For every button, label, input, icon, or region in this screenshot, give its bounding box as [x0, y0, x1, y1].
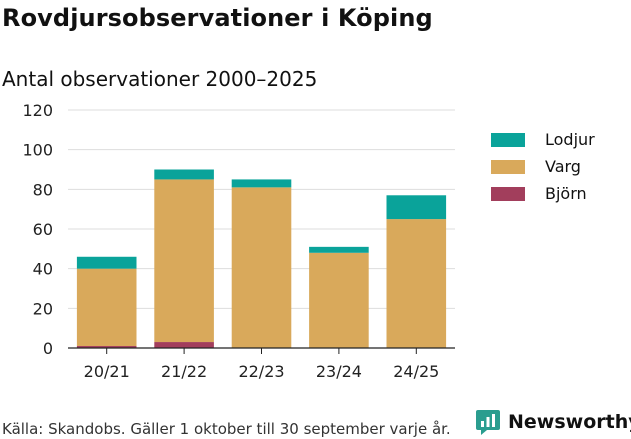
bar-varg-24-25: [386, 219, 447, 348]
bar-björn-20-21: [76, 346, 137, 348]
x-tick-label: 21/22: [161, 362, 207, 381]
legend-label: Lodjur: [545, 130, 595, 149]
legend-swatch: [491, 186, 525, 201]
source-note: Källa: Skandobs. Gäller 1 oktober till 3…: [2, 420, 451, 438]
legend-label: Varg: [545, 157, 581, 176]
y-tick-label: 100: [22, 141, 53, 160]
bar-lodjur-21-22: [154, 169, 214, 180]
bar-lodjur-22-23: [231, 179, 292, 188]
legend-item-lodjur: Lodjur: [491, 126, 595, 153]
legend-item-björn: Björn: [491, 180, 595, 207]
bar-lodjur-20-21: [76, 256, 137, 269]
brand-name: Newsworthy: [508, 411, 631, 433]
legend-swatch: [491, 132, 525, 147]
bar-varg-20-21: [76, 268, 137, 347]
chart-subtitle: Antal observationer 2000–2025: [2, 67, 318, 91]
newsworthy-logo-icon: [476, 410, 500, 435]
bar-varg-22-23: [231, 187, 292, 348]
y-axis-ticks: 0 20 40 60 80 100 120: [22, 101, 53, 358]
y-tick-label: 0: [43, 339, 53, 358]
y-tick-label: 120: [22, 101, 53, 120]
bar-lodjur-24-25: [386, 195, 447, 220]
brand: Newsworthy: [475, 408, 631, 436]
bars: [76, 169, 447, 348]
x-tick-label: 23/24: [316, 362, 362, 381]
bar-björn-21-22: [154, 342, 214, 348]
legend-item-varg: Varg: [491, 153, 595, 180]
bar-lodjur-23-24: [309, 246, 369, 253]
x-axis-ticks: 20/21 21/22 22/23 23/24 24/25: [84, 348, 439, 381]
y-tick-label: 60: [33, 220, 53, 239]
chart-title: Rovdjursobservationer i Köping: [2, 4, 433, 32]
y-tick-label: 40: [33, 260, 53, 279]
bar-varg-23-24: [309, 252, 369, 348]
stacked-bar-chart: 0 20 40 60 80 100 120 20/21 21/22 22/23 23/24 24/2…: [22, 101, 455, 381]
y-tick-label: 80: [33, 180, 53, 199]
x-tick-label: 20/21: [84, 362, 130, 381]
x-tick-label: 22/23: [238, 362, 284, 381]
y-tick-label: 20: [33, 299, 53, 318]
legend-swatch: [491, 159, 525, 174]
legend: Lodjur Varg Björn: [491, 126, 595, 207]
bar-varg-21-22: [154, 179, 214, 343]
x-tick-label: 24/25: [393, 362, 439, 381]
legend-label: Björn: [545, 184, 587, 203]
